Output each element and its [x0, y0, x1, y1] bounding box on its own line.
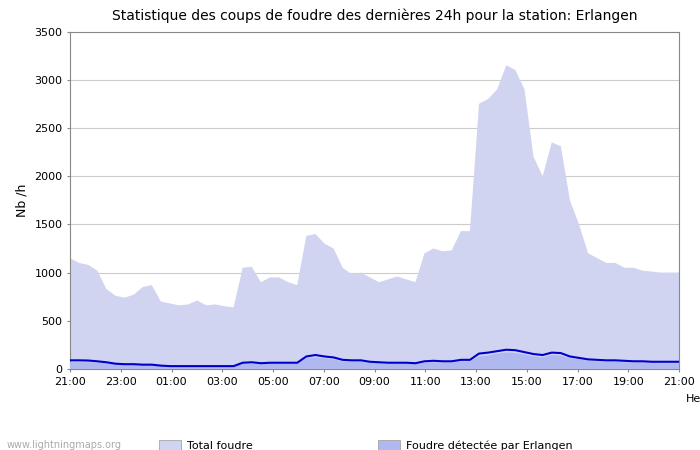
Text: www.lightningmaps.org: www.lightningmaps.org — [7, 440, 122, 450]
Legend: Total foudre, Moyenne de toutes les stations, Foudre détectée par Erlangen: Total foudre, Moyenne de toutes les stat… — [155, 436, 577, 450]
Text: Heure: Heure — [686, 394, 700, 404]
Y-axis label: Nb /h: Nb /h — [15, 184, 29, 217]
Title: Statistique des coups de foudre des dernières 24h pour la station: Erlangen: Statistique des coups de foudre des dern… — [112, 9, 637, 23]
